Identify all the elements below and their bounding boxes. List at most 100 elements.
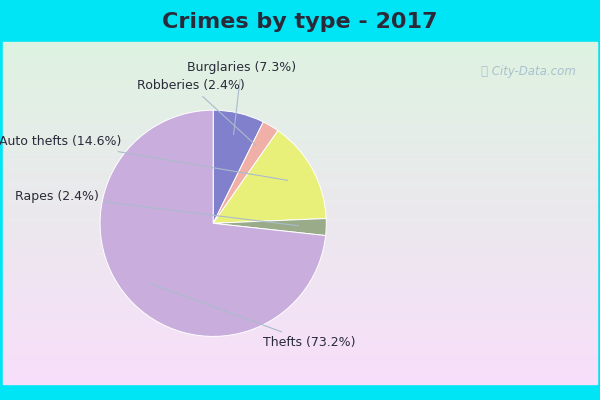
Bar [3, 225, 597, 227]
Bar [3, 244, 597, 246]
Bar [3, 270, 597, 271]
Bar [3, 362, 597, 364]
Bar [3, 141, 597, 143]
Bar [3, 280, 597, 282]
Bar [3, 158, 597, 160]
Bar [3, 377, 597, 379]
Bar [3, 302, 597, 304]
Bar [3, 88, 597, 90]
Bar [3, 49, 597, 50]
Bar [3, 86, 597, 88]
Bar [3, 240, 597, 242]
Bar [3, 331, 597, 333]
Bar [3, 264, 597, 266]
Bar [3, 340, 597, 341]
Bar [3, 81, 597, 83]
Bar [3, 104, 597, 105]
Bar [3, 182, 597, 184]
Bar [3, 211, 597, 213]
Wedge shape [213, 110, 263, 223]
Bar [3, 54, 597, 56]
Bar [3, 124, 597, 126]
Bar [3, 353, 597, 355]
Bar [3, 50, 597, 52]
Bar [3, 62, 597, 64]
Bar [3, 114, 597, 116]
Bar [3, 329, 597, 331]
Bar [3, 134, 597, 136]
Bar [3, 232, 597, 234]
Bar [3, 261, 597, 262]
Bar [3, 83, 597, 85]
Bar [3, 100, 597, 102]
Bar [3, 206, 597, 208]
Bar [3, 352, 597, 353]
Bar [3, 61, 597, 62]
Bar [3, 259, 597, 261]
Wedge shape [213, 131, 326, 223]
Bar [3, 199, 597, 201]
Bar [3, 152, 597, 153]
Bar [3, 133, 597, 134]
Text: Auto thefts (14.6%): Auto thefts (14.6%) [0, 135, 288, 180]
Bar [3, 333, 597, 334]
Wedge shape [213, 218, 326, 236]
Bar [3, 268, 597, 270]
Bar [3, 312, 597, 314]
Bar [3, 180, 597, 182]
Bar [3, 184, 597, 186]
Bar [3, 256, 597, 258]
Bar [3, 117, 597, 119]
Bar [3, 247, 597, 249]
Bar [3, 105, 597, 107]
Bar [3, 47, 597, 49]
Bar [3, 69, 597, 71]
Bar [3, 283, 597, 285]
Bar [3, 155, 597, 156]
Bar [3, 194, 597, 196]
Bar [3, 95, 597, 97]
Bar [3, 382, 597, 384]
Bar [3, 252, 597, 254]
Bar [3, 175, 597, 177]
Bar [3, 80, 597, 81]
Bar [3, 251, 597, 252]
Bar [3, 227, 597, 228]
Bar [3, 52, 597, 54]
Bar [3, 93, 597, 95]
Bar [3, 298, 597, 300]
Bar [3, 370, 597, 372]
Bar [3, 138, 597, 140]
Text: Robberies (2.4%): Robberies (2.4%) [137, 79, 256, 146]
Bar [3, 167, 597, 168]
Bar [3, 85, 597, 86]
Bar [3, 174, 597, 175]
Bar [3, 198, 597, 199]
Bar [3, 228, 597, 230]
Bar [3, 189, 597, 191]
Bar [3, 42, 597, 44]
Bar [3, 379, 597, 380]
Bar [3, 355, 597, 357]
Bar [3, 116, 597, 117]
Bar [3, 97, 597, 98]
Bar [3, 156, 597, 158]
Bar [3, 112, 597, 114]
Bar [3, 76, 597, 78]
Bar [3, 187, 597, 189]
Bar [3, 295, 597, 297]
Bar [3, 358, 597, 360]
Text: Rapes (2.4%): Rapes (2.4%) [15, 190, 299, 226]
Bar [3, 235, 597, 237]
Bar [3, 293, 597, 295]
Bar [3, 317, 597, 319]
Bar [3, 322, 597, 324]
Bar [3, 319, 597, 321]
Bar [3, 222, 597, 223]
Bar [3, 146, 597, 148]
Bar [3, 274, 597, 276]
Bar [3, 57, 597, 59]
Bar [3, 367, 597, 369]
Bar [3, 210, 597, 211]
Bar [3, 338, 597, 340]
